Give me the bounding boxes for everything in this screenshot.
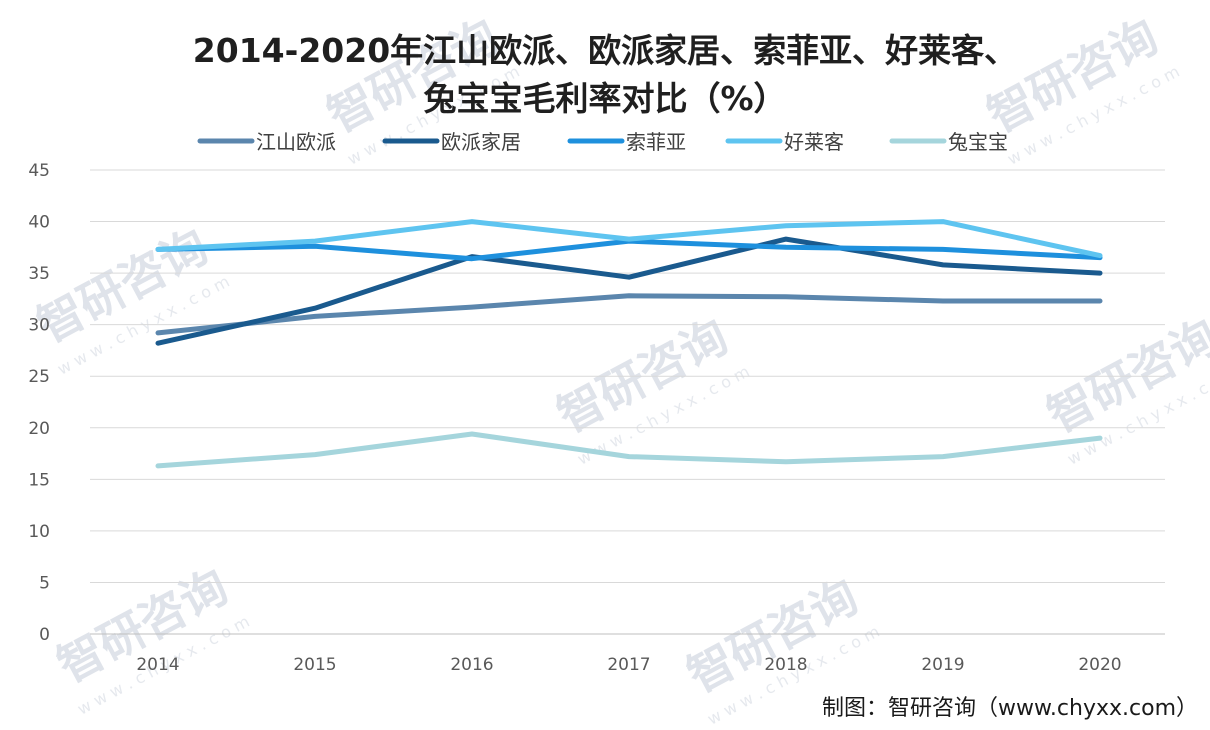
legend-label: 欧派家居 xyxy=(441,130,521,154)
y-tick-label: 0 xyxy=(39,625,50,645)
y-tick-label: 35 xyxy=(28,264,50,284)
y-tick-label: 25 xyxy=(28,367,50,387)
y-tick-label: 15 xyxy=(28,470,50,490)
x-tick-label: 2015 xyxy=(293,655,336,675)
y-tick-label: 5 xyxy=(39,573,50,593)
source-note: 制图：智研咨询（www.chyxx.com） xyxy=(822,696,1198,721)
chart-title-line-2: 兔宝宝毛利率对比（%） xyxy=(423,79,786,118)
series-line-1 xyxy=(155,293,1103,336)
legend-label: 兔宝宝 xyxy=(948,130,1008,154)
gridlines xyxy=(90,169,1165,635)
y-tick-label: 40 xyxy=(28,213,50,233)
y-tick-label: 45 xyxy=(28,161,50,181)
y-tick-label: 30 xyxy=(28,316,50,336)
y-tick-label: 10 xyxy=(28,522,50,542)
series-line-4 xyxy=(155,219,1103,259)
x-tick-label: 2016 xyxy=(450,655,493,675)
series-lines xyxy=(155,219,1103,469)
series-line-2 xyxy=(155,236,1103,346)
y-axis: 0 5 10 15 20 25 30 35 40 45 xyxy=(28,161,50,645)
legend: 江山欧派 欧派家居 索菲亚 好莱客 兔宝宝 xyxy=(197,130,1008,154)
y-tick-label: 20 xyxy=(28,419,50,439)
x-tick-label: 2018 xyxy=(764,655,807,675)
x-tick-label: 2019 xyxy=(921,655,964,675)
legend-label: 江山欧派 xyxy=(256,130,336,154)
x-tick-label: 2014 xyxy=(136,655,179,675)
x-tick-label: 2020 xyxy=(1078,655,1121,675)
legend-label: 好莱客 xyxy=(784,130,844,154)
x-axis: 2014 2015 2016 2017 2018 2019 2020 xyxy=(136,655,1121,675)
chart-title-line-1: 2014-2020年江山欧派、欧派家居、索菲亚、好莱客、 xyxy=(193,31,1017,70)
legend-label: 索菲亚 xyxy=(626,130,686,154)
series-line-5 xyxy=(155,431,1103,469)
x-tick-label: 2017 xyxy=(607,655,650,675)
